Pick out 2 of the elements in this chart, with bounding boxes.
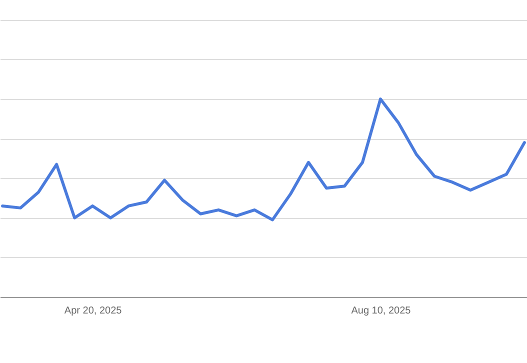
- x-tick-label: Aug 10, 2025: [351, 306, 412, 316]
- x-tick-label: Apr 20, 2025: [64, 306, 122, 316]
